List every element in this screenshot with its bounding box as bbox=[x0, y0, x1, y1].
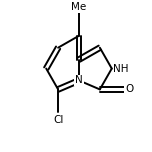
Text: O: O bbox=[125, 84, 133, 94]
Text: N: N bbox=[75, 76, 83, 85]
Text: NH: NH bbox=[113, 64, 129, 74]
Text: Me: Me bbox=[71, 2, 87, 12]
Text: Cl: Cl bbox=[53, 115, 63, 125]
